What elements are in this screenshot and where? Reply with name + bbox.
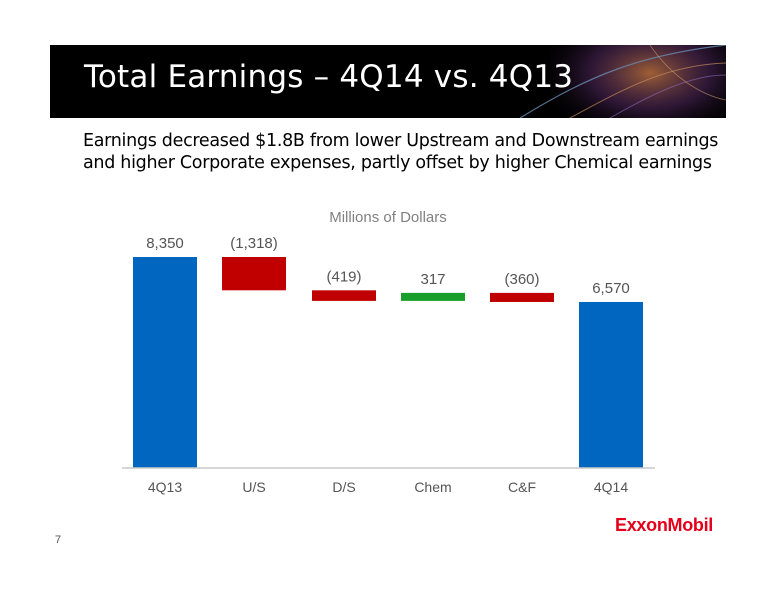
bar-4q14 [579,301,643,468]
bar-u-s [222,257,286,291]
value-label: (360) [504,271,539,288]
category-label: D/S [332,479,355,495]
page-title: Total Earnings – 4Q14 vs. 4Q13 [84,59,574,95]
category-label: C&F [508,479,536,495]
bar-4q13 [133,257,197,468]
category-label: 4Q14 [594,479,628,495]
title-bar: Total Earnings – 4Q14 vs. 4Q13 [50,45,726,118]
value-label: (1,318) [230,235,278,252]
exxonmobil-logo: ExxonMobil [615,515,714,535]
slide-subtitle: Earnings decreased $1.8B from lower Upst… [83,131,719,173]
value-label: (419) [326,268,361,285]
bar-chem [401,292,465,301]
chart-title: Millions of Dollars [329,209,447,226]
category-label: U/S [242,479,265,495]
title-decoration-graphic [519,45,726,118]
bar-c-f [490,292,554,302]
value-label: 8,350 [146,235,184,252]
category-label: 4Q13 [148,479,182,495]
bar-d-s [312,290,376,301]
value-label: 6,570 [592,280,630,297]
value-label: 317 [420,271,445,288]
category-label: Chem [414,479,451,495]
page-number: 7 [55,534,62,546]
